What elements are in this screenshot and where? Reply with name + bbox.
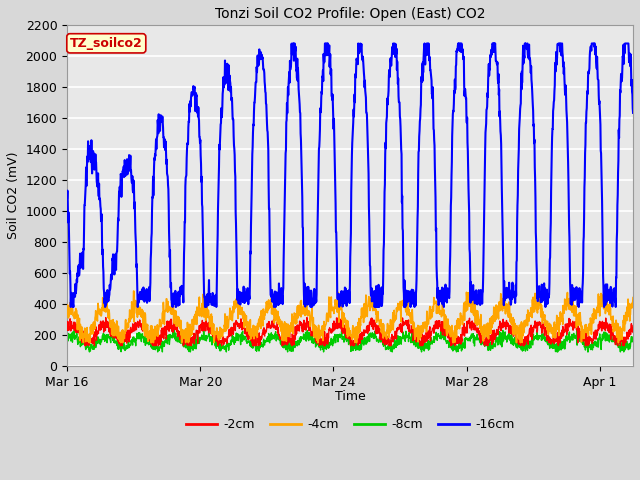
X-axis label: Time: Time [335, 390, 365, 403]
Legend: -2cm, -4cm, -8cm, -16cm: -2cm, -4cm, -8cm, -16cm [180, 413, 520, 436]
Title: Tonzi Soil CO2 Profile: Open (East) CO2: Tonzi Soil CO2 Profile: Open (East) CO2 [215, 7, 485, 21]
Text: TZ_soilco2: TZ_soilco2 [70, 37, 143, 50]
Y-axis label: Soil CO2 (mV): Soil CO2 (mV) [7, 152, 20, 239]
